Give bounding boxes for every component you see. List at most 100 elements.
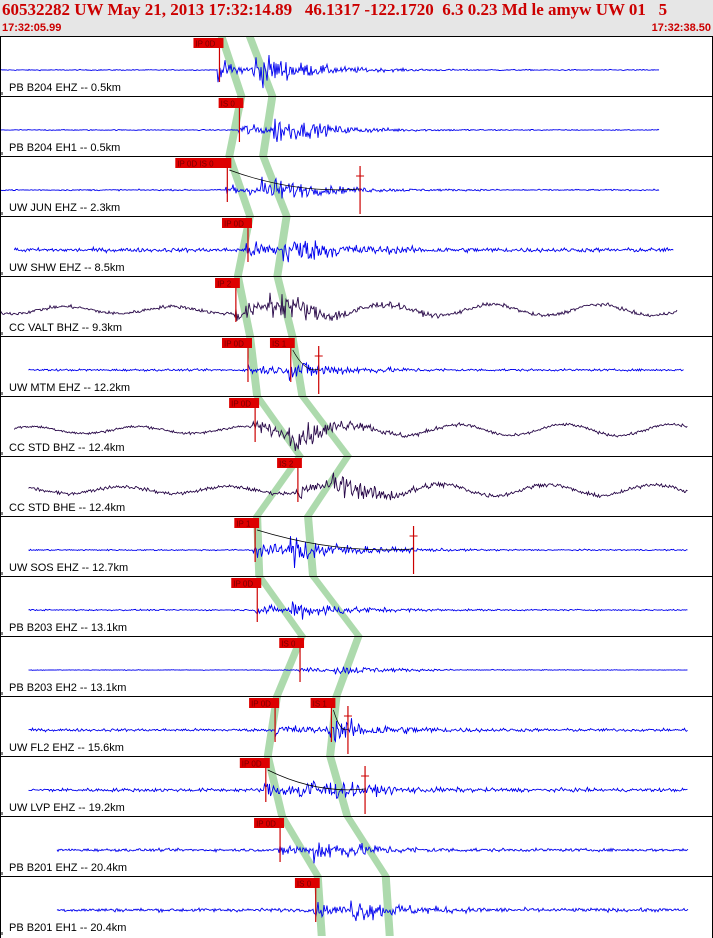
s-window-band [381, 876, 394, 936]
trace-row[interactable]: IP 0D PB B203 EHZ -- 13.1km [0, 576, 713, 636]
s-window-band [304, 516, 318, 576]
waveform-trace [0, 292, 678, 322]
pick-flag[interactable] [229, 398, 260, 408]
station-label: UW LVP EHZ -- 19.2km [9, 802, 125, 814]
waveform-trace [56, 900, 689, 922]
pick-flag[interactable] [279, 638, 305, 648]
end-time-label: 17:32:38.50 [651, 22, 711, 34]
pick-flag[interactable] [234, 518, 260, 528]
trace-row[interactable]: IS 0 PB B204 EH1 -- 0.5km [0, 96, 713, 156]
p-window-band [233, 216, 254, 276]
pick-label: IS 0 [281, 640, 296, 649]
seismogram-panel[interactable]: IP 0D PB B204 EHZ -- 0.5km IS 0 PB B204 EH1… [0, 36, 713, 938]
waveform-trace [28, 780, 688, 799]
coda-curve [292, 349, 319, 371]
trace-row[interactable]: IP 0D UW SHW EHZ -- 8.5km [0, 216, 713, 276]
trace-row[interactable]: IS 2 CC STD BHE -- 12.4km [0, 456, 713, 516]
coda-curve [333, 709, 349, 731]
pick-label: IP 0D [231, 400, 251, 409]
p-window-band [255, 576, 307, 636]
pick-flag[interactable] [269, 338, 295, 348]
trace-row[interactable]: IP 0D IS 1 UW MTM EHZ -- 12.2km [0, 336, 713, 396]
trace-row[interactable]: IS 0 PB B201 EH1 -- 20.4km [0, 876, 713, 936]
pick-flag[interactable] [215, 278, 240, 288]
station-label: UW FL2 EHZ -- 15.6km [9, 742, 124, 754]
station-label: PB B201 EH1 -- 20.4km [9, 922, 126, 934]
trace-row[interactable]: IP 0D PB B201 EHZ -- 20.4km [0, 816, 713, 876]
s-window-band [273, 216, 291, 276]
station-label: PB B203 EHZ -- 13.1km [9, 622, 127, 634]
pick-label: IP 0D IS 0 [177, 160, 214, 169]
s-window-band [288, 336, 307, 396]
station-label: UW JUN EHZ -- 2.3km [9, 202, 120, 214]
pick-flag[interactable] [221, 218, 252, 228]
waveform-trace [0, 54, 660, 89]
waveform-trace [28, 718, 688, 743]
pick-label: IP 0D [195, 40, 215, 49]
pick-label: IP 0D [224, 220, 244, 229]
coda-curve [257, 529, 414, 551]
s-window-band [309, 576, 363, 636]
seismogram-svg: IP 0D PB B204 EHZ -- 0.5km IS 0 PB B204 EH1… [0, 36, 713, 938]
waveform-trace [13, 419, 688, 452]
p-window-band [233, 276, 254, 336]
station-label: PB B203 EH2 -- 13.1km [9, 682, 126, 694]
waveform-trace [28, 472, 688, 501]
coda-curve [229, 169, 361, 191]
station-label: UW SHW EHZ -- 8.5km [9, 262, 125, 274]
waveform-trace [28, 361, 684, 381]
waveform-trace [28, 601, 688, 620]
pick-flag[interactable] [277, 458, 302, 468]
p-window-band [313, 876, 326, 936]
pick-label: IP 0D [242, 760, 262, 769]
p-window-band [278, 816, 322, 876]
pick-flag[interactable] [221, 338, 252, 348]
trace-row[interactable]: IP 0D IS 1 UW FL2 EHZ -- 15.6km [0, 696, 713, 756]
pick-label: IP 0D [251, 700, 271, 709]
station-label: UW SOS EHZ -- 12.7km [9, 562, 128, 574]
coda-curve [267, 769, 366, 791]
start-time-label: 17:32:05.99 [2, 22, 62, 34]
p-window-band [225, 96, 246, 156]
pick-label: IS 0 [297, 880, 312, 889]
pick-flag[interactable] [294, 878, 320, 888]
p-window-band [263, 696, 282, 756]
pick-flag[interactable] [218, 98, 244, 108]
pick-label: IP 0D [224, 340, 244, 349]
pick-flag[interactable] [254, 818, 285, 828]
station-label: PB B201 EHZ -- 20.4km [9, 862, 127, 874]
trace-row[interactable]: IP 2 CC VALT BHZ -- 9.3km [0, 276, 713, 336]
pick-flag[interactable] [239, 758, 270, 768]
p-window-band [253, 456, 304, 516]
pick-label: IS 1 [313, 700, 328, 709]
p-window-band [273, 636, 307, 696]
s-window-band [343, 816, 390, 876]
pick-flag[interactable] [310, 698, 336, 708]
trace-row[interactable]: IP 0D IS 0 UW JUN EHZ -- 2.3km [0, 156, 713, 216]
s-window-band [245, 36, 277, 96]
waveform-trace [13, 240, 674, 263]
pick-flag[interactable] [231, 578, 262, 588]
pick-label: IP 1 [236, 520, 251, 529]
trace-row[interactable]: IP 0D CC STD BHZ -- 12.4km [0, 396, 713, 456]
pick-flag[interactable] [249, 698, 280, 708]
pick-flag[interactable] [193, 38, 224, 48]
trace-row[interactable]: IP 0D UW LVP EHZ -- 19.2km [0, 756, 713, 816]
s-window-band [259, 96, 277, 156]
s-window-band [326, 756, 352, 816]
station-label: CC VALT BHZ -- 9.3km [9, 322, 122, 334]
trace-row[interactable]: IP 0D PB B204 EHZ -- 0.5km [0, 36, 713, 96]
station-label: PB B204 EH1 -- 0.5km [9, 142, 120, 154]
pick-label: IS 0 [221, 100, 236, 109]
p-window-band [245, 336, 262, 396]
pick-label: IS 2 [279, 460, 294, 469]
trace-row[interactable]: IP 1 UW SOS EHZ -- 12.7km [0, 516, 713, 576]
trace-row[interactable]: IS 0 PB B203 EH2 -- 13.1km [0, 636, 713, 696]
waveform-trace [28, 536, 688, 569]
station-label: CC STD BHE -- 12.4km [9, 502, 125, 514]
waveform-trace [56, 842, 689, 864]
pick-flag[interactable] [175, 158, 232, 168]
event-title: 60532282 UW May 21, 2013 17:32:14.89 46.… [2, 0, 668, 19]
pick-label: IP 0D [233, 580, 253, 589]
s-window-band [273, 276, 297, 336]
